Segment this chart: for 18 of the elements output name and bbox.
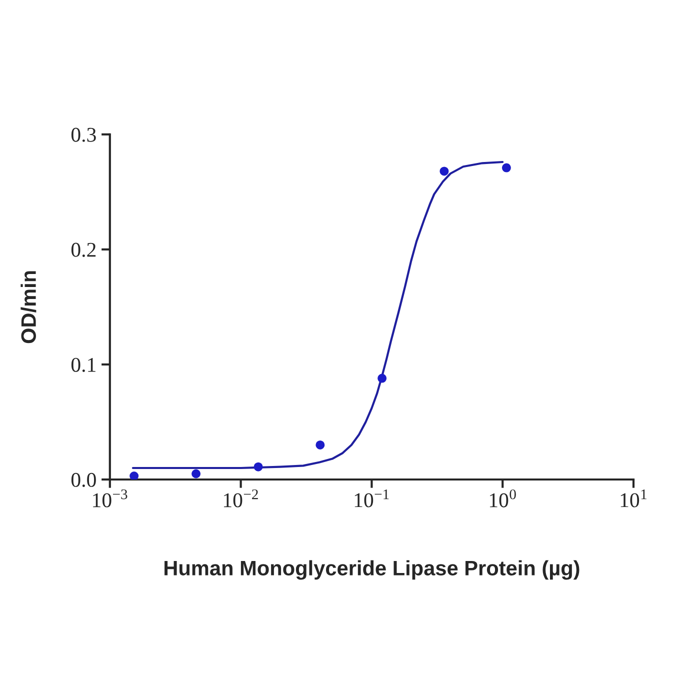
x-tick-label: 10$^{−1}$	[354, 489, 389, 508]
point	[130, 472, 139, 480]
point	[502, 163, 511, 172]
point	[378, 374, 387, 383]
x-tick-label: 10$^{1}$	[620, 489, 646, 508]
point	[192, 469, 201, 478]
x-tick-label: 10$^{−2}$	[224, 489, 258, 508]
y-tick-label: 0.2	[71, 242, 96, 257]
x-tick-label: 10$^{−3}$	[93, 489, 128, 508]
y-tick-label: 0.1	[71, 358, 96, 372]
y-tick-label: 0.0	[71, 472, 96, 488]
point	[316, 440, 325, 450]
point	[440, 166, 449, 176]
x-tick-label: 10$^{0}$	[490, 489, 516, 508]
y-tick-label: 0.3	[71, 128, 96, 142]
point	[254, 462, 263, 472]
y-axis-title: OD/min	[20, 271, 36, 344]
x-axis-title: Human Monoglyceride Lipase Protein (µg)	[164, 560, 580, 580]
